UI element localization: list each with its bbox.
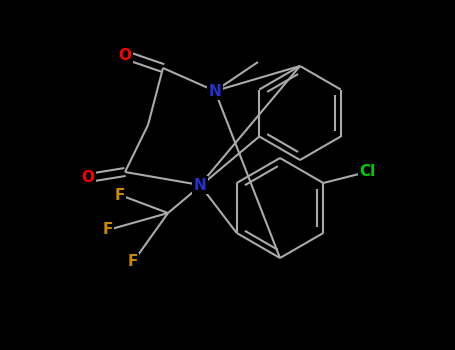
Text: F: F: [103, 223, 113, 238]
Text: N: N: [209, 84, 222, 98]
Text: O: O: [118, 48, 131, 63]
Text: F: F: [115, 188, 125, 203]
Text: Cl: Cl: [359, 164, 375, 180]
Text: N: N: [194, 177, 207, 192]
Text: O: O: [81, 170, 95, 186]
Text: F: F: [128, 254, 138, 270]
